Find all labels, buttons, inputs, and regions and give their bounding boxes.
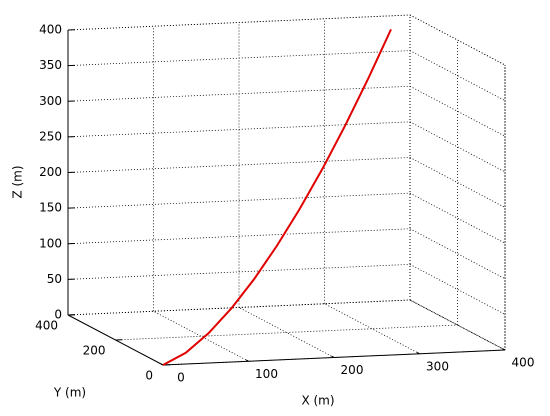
x-axis-label: X (m): [301, 394, 334, 408]
grid-line: [409, 192, 506, 244]
x-axis: [162, 349, 506, 366]
z-tick-label: 50: [47, 272, 62, 286]
grid-line: [67, 299, 411, 316]
z-axis-label: Z (m): [11, 165, 25, 198]
x-tick-label: 400: [512, 356, 535, 370]
grid-line: [409, 228, 506, 280]
z-tick-label: 300: [39, 94, 62, 108]
grid-line: [67, 192, 411, 209]
grid-line: [67, 85, 411, 102]
grid-line: [115, 324, 458, 341]
z-tick-label: 0: [54, 308, 62, 322]
grid-line: [324, 303, 420, 355]
grid-line: [67, 157, 411, 173]
z-tick-label: 200: [39, 165, 62, 179]
trajectory: [162, 28, 392, 366]
x-tick-label: 100: [255, 367, 278, 381]
z-tick-label: 100: [39, 236, 62, 250]
grid-line: [67, 263, 411, 280]
grid-line: [67, 50, 411, 67]
grid-line: [67, 14, 411, 31]
x-tick-label: 300: [426, 359, 449, 373]
z-tick-label: 250: [39, 129, 62, 143]
z-tick-label: 400: [39, 23, 62, 37]
y-tick-label: 0: [145, 369, 153, 383]
y-axis: [67, 314, 164, 366]
x-tick-label: 0: [177, 371, 185, 385]
x-tick-label: 200: [341, 363, 364, 377]
y-tick-label: 200: [83, 344, 106, 358]
grid-line: [67, 121, 411, 138]
z-tick-label: 350: [39, 58, 62, 72]
grid-line: [67, 228, 411, 245]
y-tick-label: 400: [35, 319, 58, 333]
grid-line: [153, 310, 249, 362]
y-axis-label: Y (m): [53, 386, 86, 400]
z-tick-label: 150: [39, 201, 62, 215]
